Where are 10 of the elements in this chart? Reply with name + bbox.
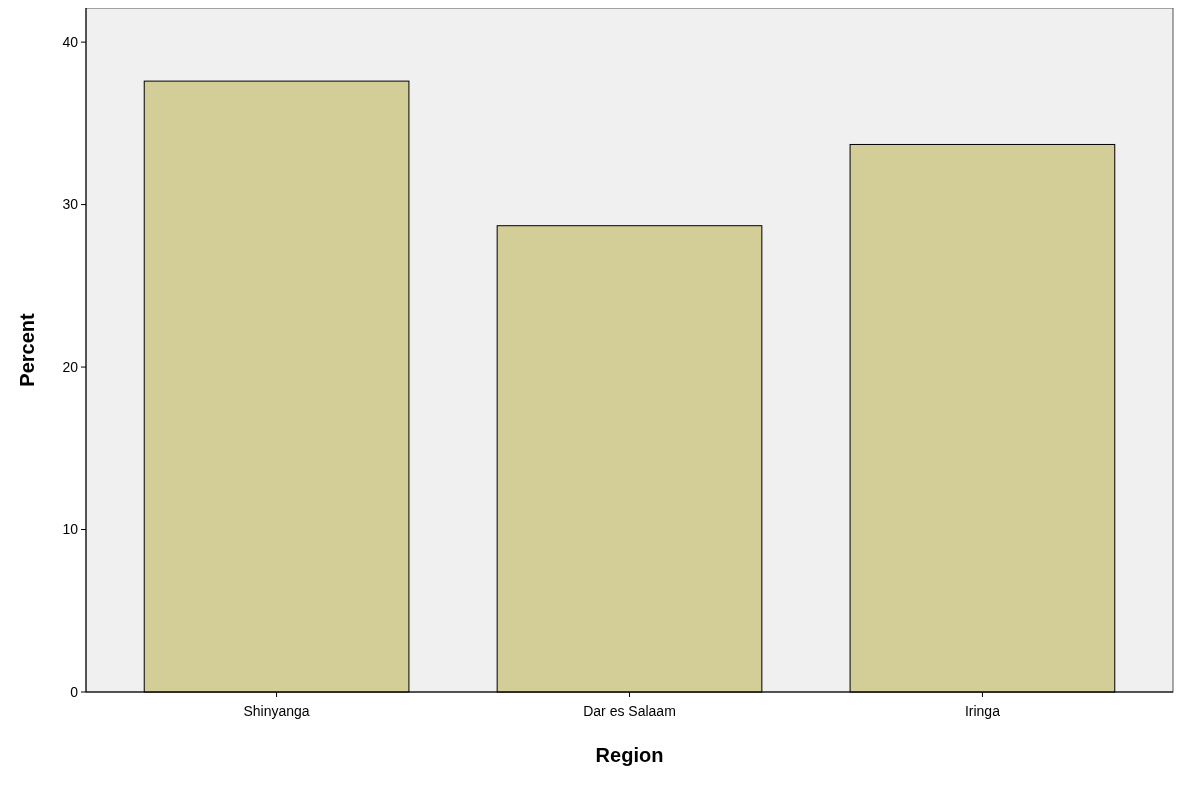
y-axis-title: Percent [16, 312, 38, 387]
x-axis-title: Region [595, 744, 664, 766]
x-tick-label: Dar es Salaam [583, 703, 676, 719]
y-tick-label: 0 [70, 683, 79, 700]
y-tick-label: 10 [62, 521, 79, 538]
x-tick-label: Shinyanga [243, 703, 310, 719]
x-tick-label: Iringa [964, 703, 1001, 719]
y-tick-label: 40 [62, 34, 79, 51]
y-tick-label: 20 [62, 358, 79, 375]
y-tick-label: 30 [62, 196, 79, 213]
